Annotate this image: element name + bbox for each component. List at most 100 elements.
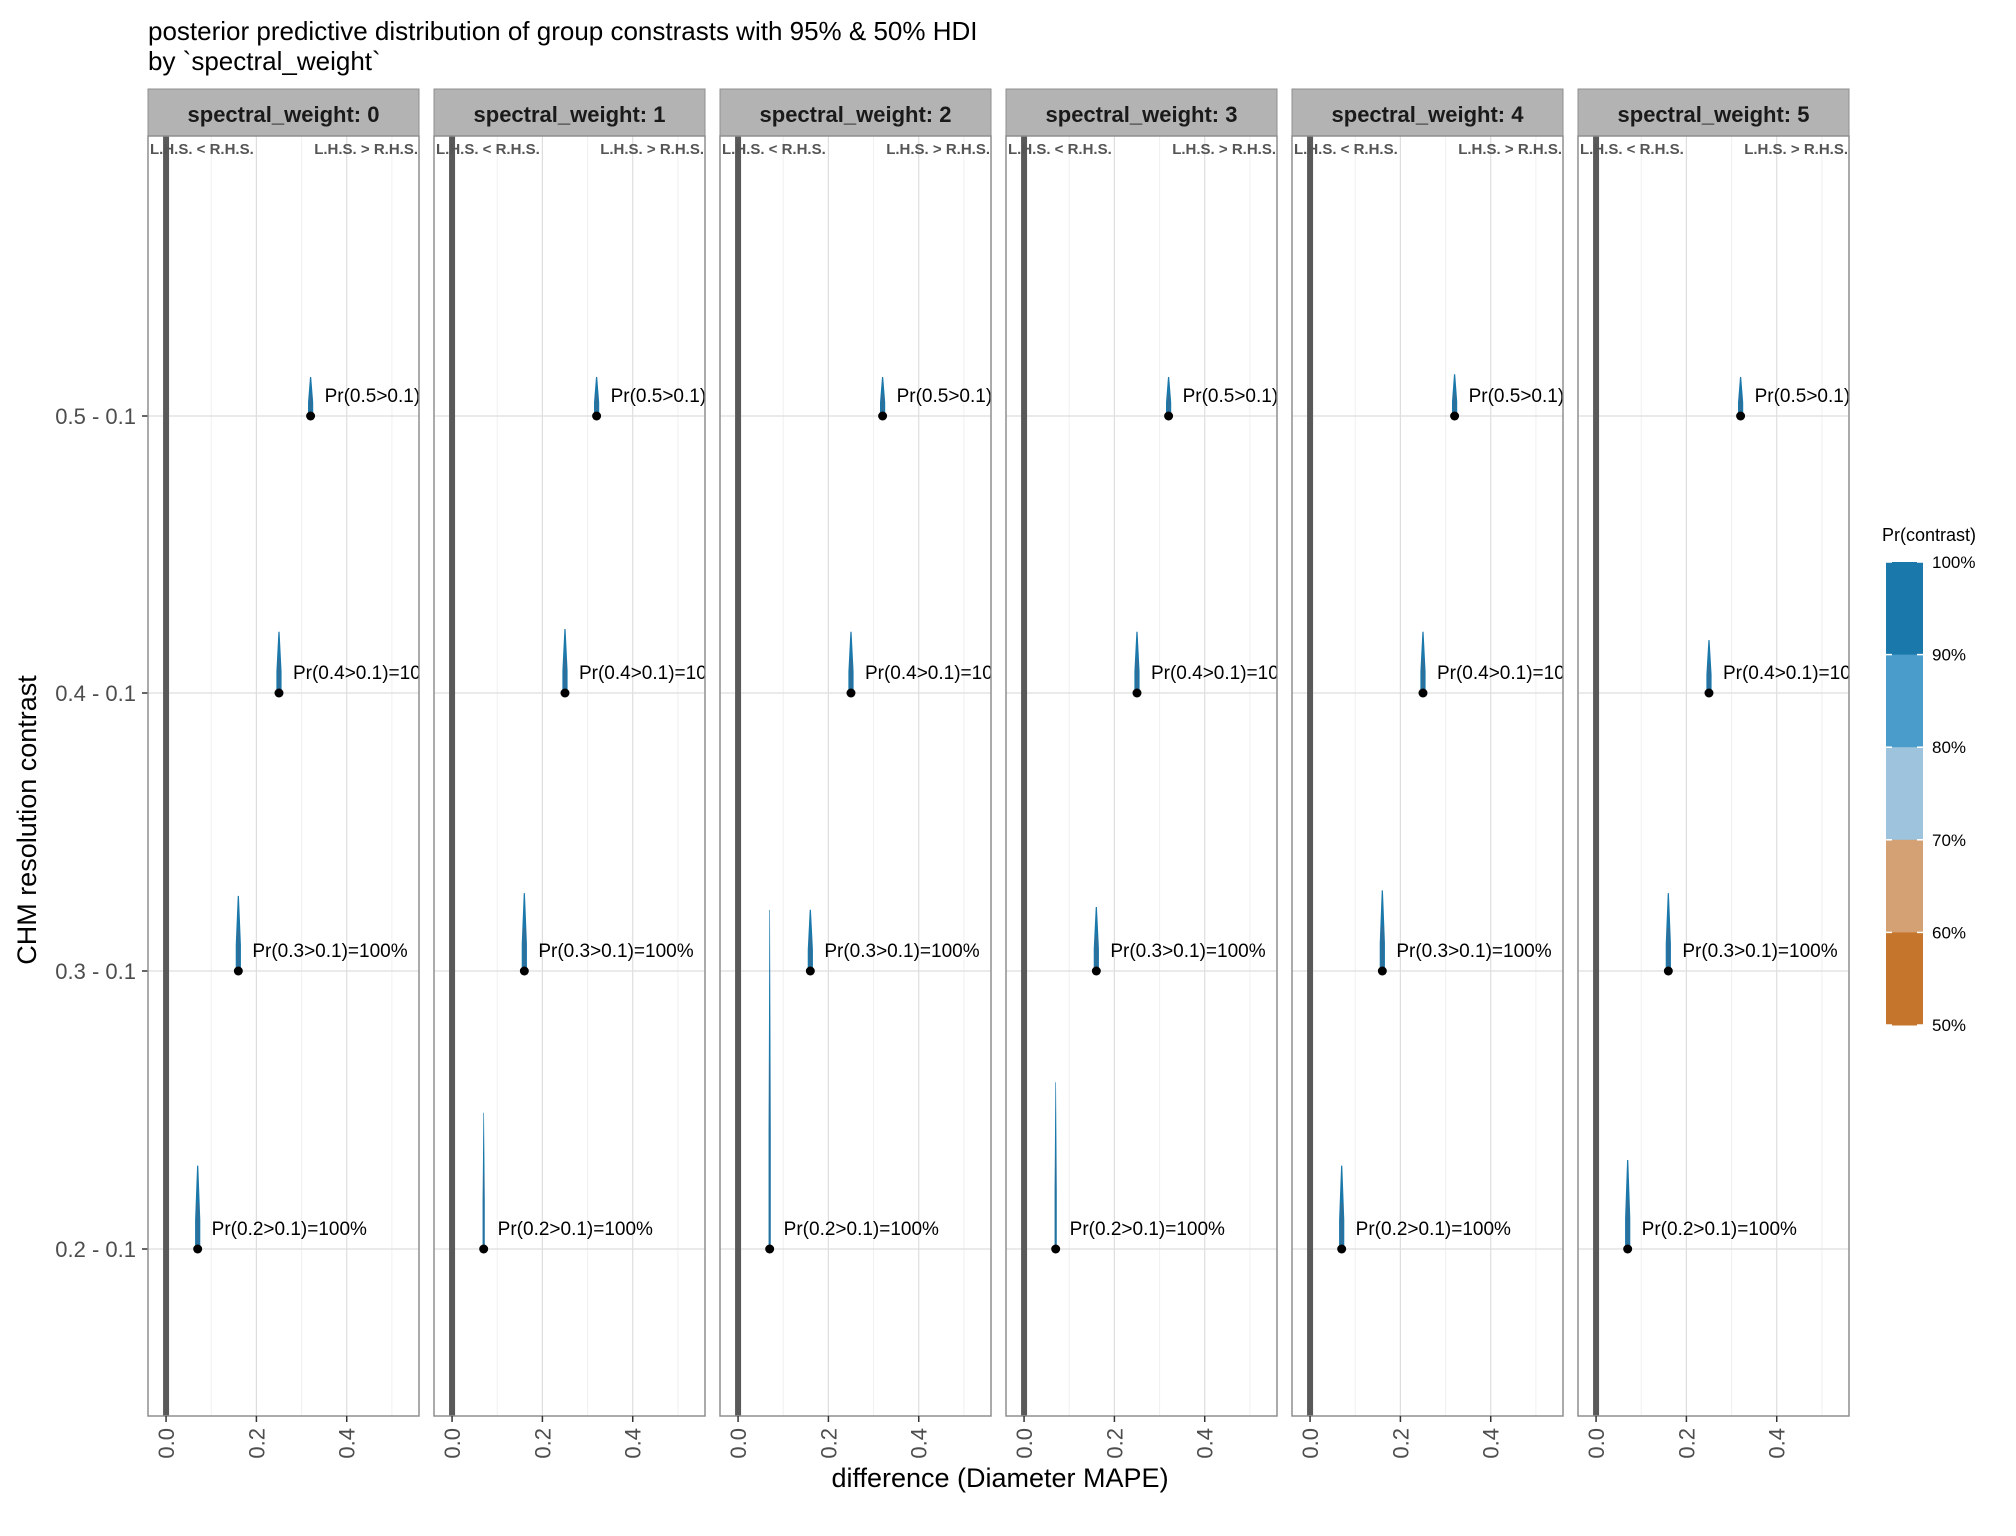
- x-tick-label: 0.2: [1388, 1428, 1413, 1459]
- panel-border: [1291, 135, 1564, 1417]
- median-point: [805, 966, 815, 976]
- probability-label: Pr(0.5>0.1): [1469, 386, 1565, 407]
- region-label-left: L.H.S. < R.H.S.: [1580, 141, 1684, 158]
- probability-label: Pr(0.3>0.1)=100%: [1396, 941, 1551, 962]
- facet-strip: [1577, 88, 1850, 137]
- facet-strip: [719, 88, 992, 137]
- probability-label: Pr(0.5>0.1): [611, 386, 707, 407]
- median-point: [306, 411, 316, 421]
- probability-label: Pr(0.2>0.1)=100%: [784, 1219, 939, 1240]
- probability-label: Pr(0.5>0.1): [1183, 386, 1279, 407]
- probability-label: Pr(0.4>0.1)=10: [1437, 663, 1565, 684]
- median-point: [274, 688, 284, 698]
- median-point: [1164, 411, 1174, 421]
- y-tick-label: 0.3 - 0.1: [55, 959, 136, 984]
- region-label-right: L.H.S. > R.H.S.: [1172, 141, 1276, 158]
- panel-background: [1292, 136, 1563, 1416]
- median-point: [1132, 688, 1142, 698]
- panel-background: [720, 136, 991, 1416]
- median-point: [1663, 966, 1673, 976]
- probability-label: Pr(0.2>0.1)=100%: [1356, 1219, 1511, 1240]
- median-point: [1051, 1244, 1061, 1254]
- legend-color-band: [1886, 562, 1923, 656]
- probability-label: Pr(0.3>0.1)=100%: [538, 941, 693, 962]
- probability-label: Pr(0.2>0.1)=100%: [1070, 1219, 1225, 1240]
- facet-strip-label: spectral_weight: 4: [1332, 102, 1525, 127]
- region-label-left: L.H.S. < R.H.S.: [150, 141, 254, 158]
- legend-label: 90%: [1932, 646, 1966, 665]
- legend: Pr(contrast) 100% 90% 80% 70% 60% 50%: [1882, 525, 1976, 1035]
- median-point: [1091, 966, 1101, 976]
- legend-label: 70%: [1932, 831, 1966, 850]
- probability-label: Pr(0.4>0.1)=10: [1151, 663, 1279, 684]
- x-tick-label: 0.2: [1102, 1428, 1127, 1459]
- probability-label: Pr(0.4>0.1)=10: [865, 663, 993, 684]
- x-tick-label: 0.2: [1674, 1428, 1699, 1459]
- probability-label: Pr(0.2>0.1)=100%: [1642, 1219, 1797, 1240]
- facet-strip-label: spectral_weight: 3: [1046, 102, 1238, 127]
- legend-label: 50%: [1932, 1016, 1966, 1035]
- legend-title: Pr(contrast): [1882, 525, 1976, 545]
- probability-label: Pr(0.2>0.1)=100%: [498, 1219, 653, 1240]
- x-tick-label: 0.2: [816, 1428, 841, 1459]
- probability-label: Pr(0.3>0.1)=100%: [1110, 941, 1265, 962]
- x-tick-label: 0.0: [1012, 1428, 1037, 1459]
- probability-label: Pr(0.3>0.1)=100%: [1682, 941, 1837, 962]
- panel-background: [434, 136, 705, 1416]
- legend-label: 100%: [1932, 553, 1975, 572]
- panel-border: [719, 135, 992, 1417]
- y-tick-label: 0.4 - 0.1: [55, 681, 136, 706]
- region-label-left: L.H.S. < R.H.S.: [722, 141, 826, 158]
- panel-background: [148, 136, 419, 1416]
- x-tick-label: 0.4: [1193, 1428, 1218, 1459]
- probability-label: Pr(0.3>0.1)=100%: [252, 941, 407, 962]
- chart-subtitle: by `spectral_weight`: [148, 46, 381, 76]
- median-point: [233, 966, 243, 976]
- legend-label: 80%: [1932, 738, 1966, 757]
- panel-border: [147, 135, 420, 1417]
- facet-panel: spectral_weight: 2 L.H.S. < R.H.S. L.H.S. …: [719, 88, 993, 1459]
- median-point: [765, 1244, 775, 1254]
- y-tick-label: 0.2 - 0.1: [55, 1237, 136, 1262]
- legend-color-band: [1886, 839, 1923, 933]
- x-tick-label: 0.2: [244, 1428, 269, 1459]
- region-label-right: L.H.S. > R.H.S.: [1744, 141, 1848, 158]
- legend-color-band: [1886, 747, 1923, 841]
- facet-strip-label: spectral_weight: 1: [474, 102, 666, 127]
- y-tick-label: 0.5 - 0.1: [55, 404, 136, 429]
- x-tick-label: 0.4: [907, 1428, 932, 1459]
- facet-panel: spectral_weight: 0 L.H.S. < R.H.S. L.H.S. …: [147, 88, 421, 1459]
- x-tick-label: 0.2: [530, 1428, 555, 1459]
- median-point: [846, 688, 856, 698]
- probability-label: Pr(0.5>0.1): [1755, 386, 1851, 407]
- median-point: [1704, 688, 1714, 698]
- median-point: [1377, 966, 1387, 976]
- x-tick-label: 0.4: [1765, 1428, 1790, 1459]
- panel-border: [1005, 135, 1278, 1417]
- median-point: [878, 411, 888, 421]
- x-tick-label: 0.0: [1584, 1428, 1609, 1459]
- x-tick-label: 0.4: [335, 1428, 360, 1459]
- x-tick-label: 0.0: [440, 1428, 465, 1459]
- facet-panels: 0.2 - 0.1 0.3 - 0.1 0.4 - 0.1 0.5 - 0.1 spec…: [55, 88, 1851, 1459]
- legend-label: 60%: [1932, 923, 1966, 942]
- region-label-right: L.H.S. > R.H.S.: [886, 141, 990, 158]
- facet-strip: [1291, 88, 1564, 137]
- median-point: [1418, 688, 1428, 698]
- x-tick-label: 0.0: [1298, 1428, 1323, 1459]
- region-label-right: L.H.S. > R.H.S.: [1458, 141, 1562, 158]
- median-point: [1623, 1244, 1633, 1254]
- legend-color-band: [1886, 932, 1923, 1026]
- median-point: [1736, 411, 1746, 421]
- x-tick-label: 0.0: [726, 1428, 751, 1459]
- x-axis-title: difference (Diameter MAPE): [831, 1463, 1168, 1493]
- probability-label: Pr(0.5>0.1): [325, 386, 421, 407]
- panel-border: [1577, 135, 1850, 1417]
- facet-panel: spectral_weight: 4 L.H.S. < R.H.S. L.H.S. …: [1291, 88, 1565, 1459]
- median-point: [560, 688, 570, 698]
- facet-panel: spectral_weight: 3 L.H.S. < R.H.S. L.H.S. …: [1005, 88, 1279, 1459]
- median-point: [1337, 1244, 1347, 1254]
- median-point: [519, 966, 529, 976]
- region-label-right: L.H.S. > R.H.S.: [314, 141, 418, 158]
